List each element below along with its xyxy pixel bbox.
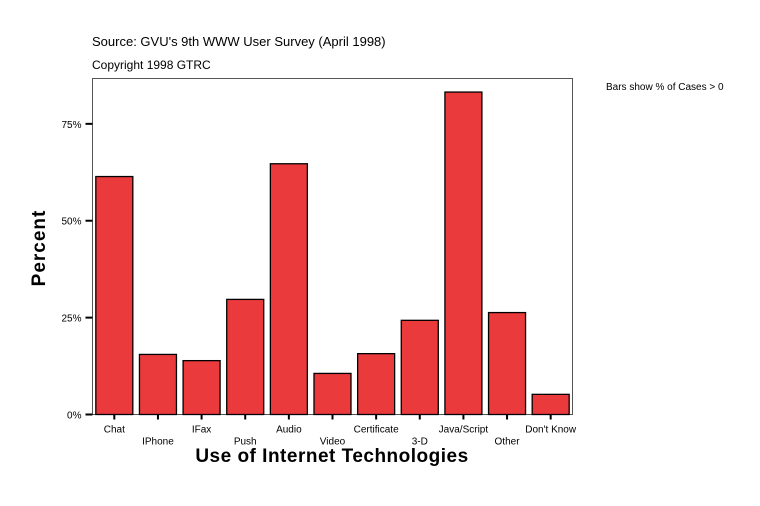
bar-3 <box>226 298 265 416</box>
x-tick-label-1: IPhone <box>142 437 174 448</box>
source-text: Source: GVU's 9th WWW User Survey (April… <box>92 34 386 49</box>
bar-0 <box>95 175 134 416</box>
y-tick-label-2: 50% <box>61 217 81 228</box>
bar-5 <box>313 372 352 416</box>
y-tick-label-0: 0% <box>67 411 82 422</box>
y-tick-label-1: 25% <box>61 314 81 325</box>
x-tick-label-2: IFax <box>192 425 211 436</box>
x-tick-label-5: Video <box>320 437 346 448</box>
bar-4 <box>269 163 309 416</box>
x-axis-label: Use of Internet Technologies <box>195 446 469 467</box>
x-tick-label-7: 3-D <box>412 437 428 448</box>
bar-2 <box>182 359 221 416</box>
chart-note: Bars show % of Cases > 0 <box>606 82 724 93</box>
bar-10 <box>531 393 570 416</box>
bar-8 <box>444 91 483 416</box>
x-tick-label-10: Don't Know <box>525 425 577 436</box>
x-tick-label-0: Chat <box>104 425 125 436</box>
x-tick-label-3: Push <box>234 437 257 448</box>
x-tick-label-6: Certificate <box>354 425 399 436</box>
bar-6 <box>356 353 396 416</box>
x-tick-label-8: Java/Script <box>439 425 489 436</box>
bar-1 <box>138 353 178 416</box>
x-tick-label-4: Audio <box>276 425 302 436</box>
bar-9 <box>487 311 527 416</box>
bar-7 <box>400 319 439 416</box>
x-tick-label-9: Other <box>495 437 521 448</box>
copyright-text: Copyright 1998 GTRC <box>92 58 211 72</box>
y-tick-label-3: 75% <box>61 120 81 131</box>
